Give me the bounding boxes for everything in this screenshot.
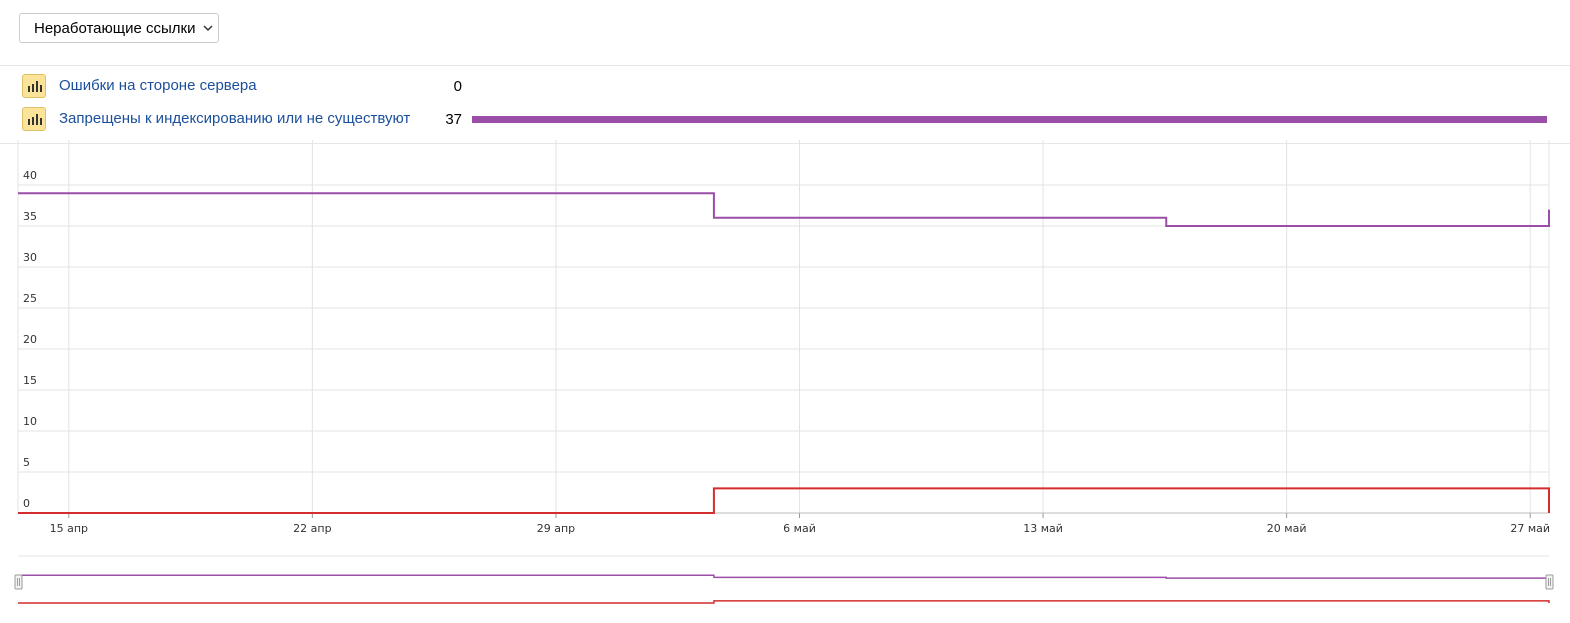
y-tick-label: 15: [23, 374, 37, 387]
y-tick-label: 40: [23, 169, 37, 182]
y-tick-label: 20: [23, 333, 37, 346]
y-tick-label: 10: [23, 415, 37, 428]
series-line-1: [18, 487, 1550, 514]
navigator-chart[interactable]: [0, 555, 1570, 610]
filter-dropdown[interactable]: Неработающие ссылки: [19, 13, 219, 43]
legend-value-blocked-or-missing: 37: [445, 111, 462, 128]
x-tick-label: 15 апр: [50, 522, 88, 535]
chevron-down-icon: [203, 25, 213, 32]
y-tick-label: 25: [23, 292, 37, 305]
x-tick-label: 6 май: [783, 522, 816, 535]
navigator-series-line-0: [18, 574, 1550, 579]
y-tick-label: 35: [23, 210, 37, 223]
legend-row-server-errors: Ошибки на стороне сервера 0: [22, 74, 462, 98]
legend-link-blocked-or-missing[interactable]: Запрещены к индексированию или не сущест…: [59, 110, 411, 127]
legend-link-server-errors[interactable]: Ошибки на стороне сервера: [59, 77, 257, 94]
navigator-handle-left[interactable]: [14, 574, 23, 590]
x-tick-label: 27 май: [1510, 522, 1550, 535]
y-tick-label: 5: [23, 456, 30, 469]
bar-chart-icon[interactable]: [22, 107, 46, 131]
y-tick-label: 0: [23, 497, 30, 510]
filter-dropdown-label: Неработающие ссылки: [34, 19, 196, 37]
divider: [0, 143, 1570, 144]
legend-row-blocked-or-missing: Запрещены к индексированию или не сущест…: [22, 107, 1547, 131]
series-line-0: [18, 192, 1550, 227]
x-tick-label: 22 апр: [293, 522, 331, 535]
divider: [0, 65, 1570, 66]
legend-share-bar: [472, 116, 1547, 123]
navigator-handle-right[interactable]: [1545, 574, 1554, 590]
legend-value-server-errors: 0: [453, 78, 462, 95]
bar-chart-icon[interactable]: [22, 74, 46, 98]
x-tick-label: 29 апр: [537, 522, 575, 535]
navigator-series-line-1: [18, 600, 1550, 604]
y-tick-label: 30: [23, 251, 37, 264]
main-chart: 0 5 10 15 20 25 30 35 40 15 апр 22 апр 29 апр 6 май 1…: [17, 140, 1550, 535]
x-tick-label: 13 май: [1023, 522, 1063, 535]
x-tick-label: 20 май: [1267, 522, 1307, 535]
